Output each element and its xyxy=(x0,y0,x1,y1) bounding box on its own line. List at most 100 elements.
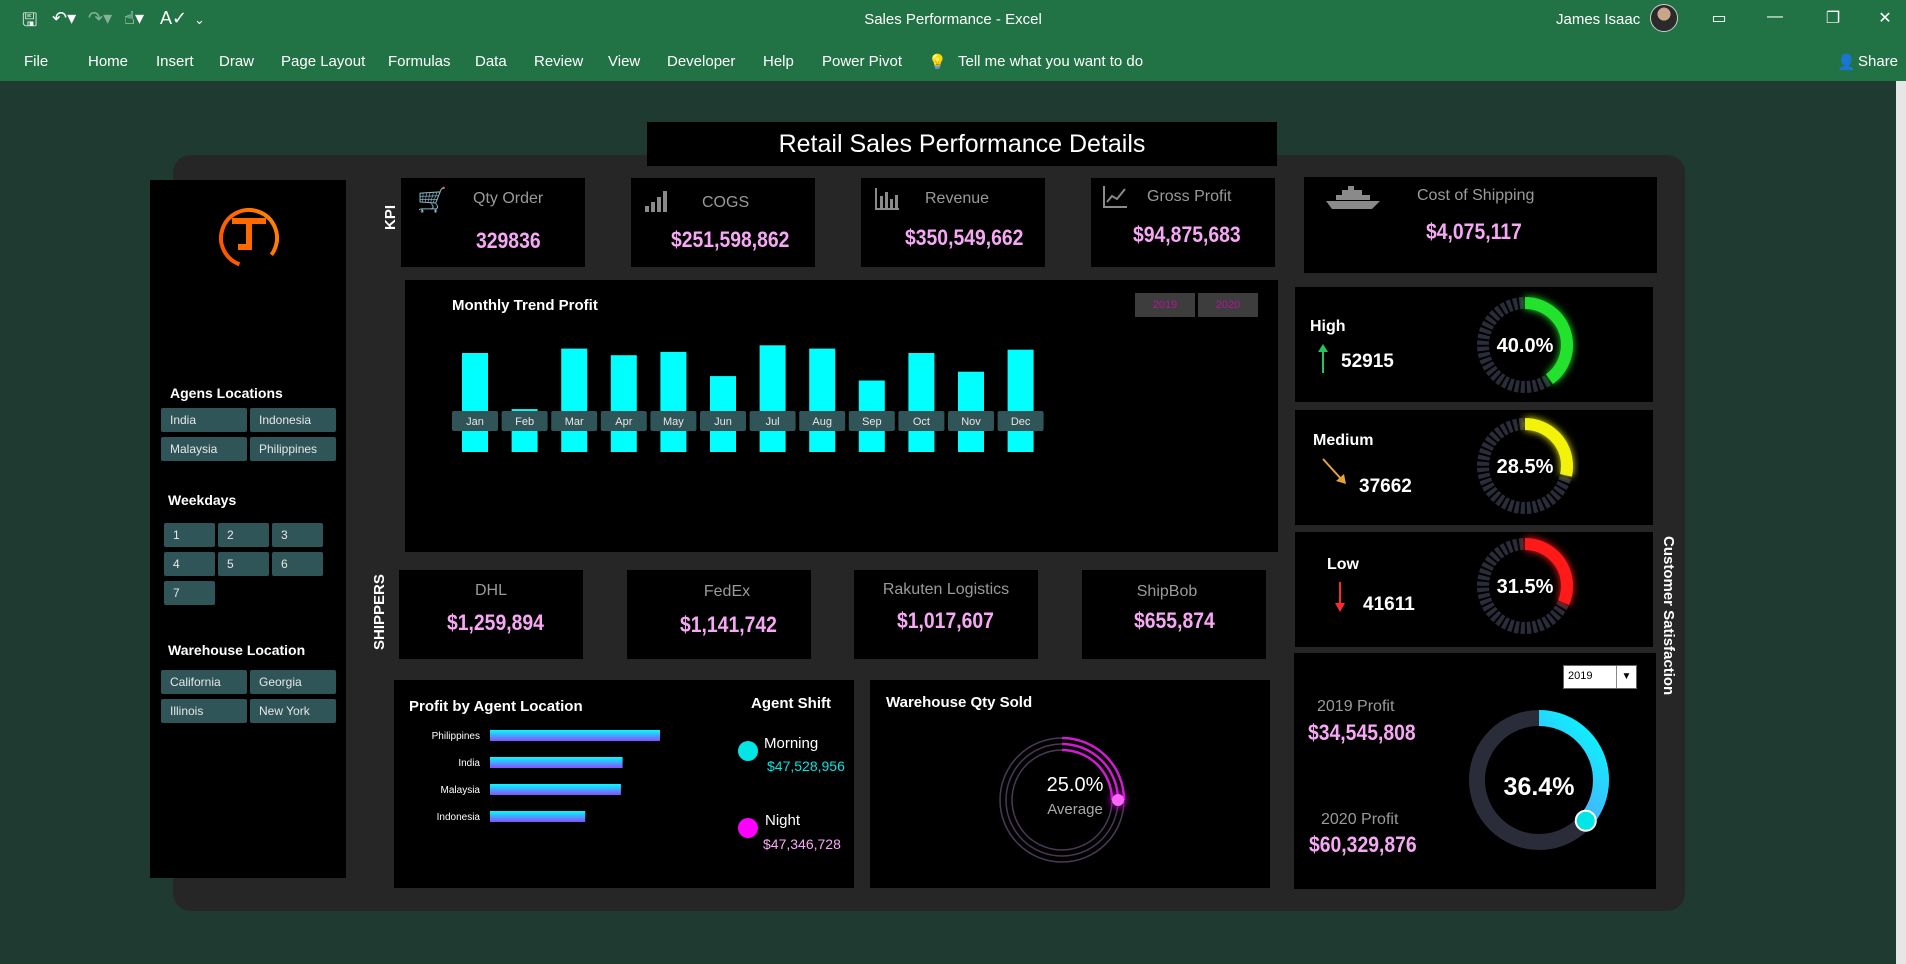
month-label-jan: Jan xyxy=(466,416,484,428)
profit-2020-label: 2020 Profit xyxy=(1321,811,1399,828)
tab-page-layout[interactable]: Page Layout xyxy=(281,53,366,70)
kpi-label-revenue: Revenue xyxy=(925,190,990,207)
kpi-label-gross-profit: Gross Profit xyxy=(1147,188,1232,205)
close-icon[interactable]: ✕ xyxy=(1878,10,1892,27)
slicer-weekday-7[interactable]: 7 xyxy=(164,581,215,605)
warehouse-qty-title: Warehouse Qty Sold xyxy=(886,694,1033,711)
bar-jul xyxy=(759,345,786,452)
chevron-down-icon[interactable]: ▼ xyxy=(1616,666,1636,688)
kpi-value-cost-of-shipping: $4,075,117 xyxy=(1426,219,1522,244)
slicer-weekday-2[interactable]: 2 xyxy=(218,523,269,547)
tab-home[interactable]: Home xyxy=(88,53,129,70)
lightbulb-icon: 💡 xyxy=(928,54,947,71)
location-label-malaysia: Malaysia xyxy=(441,785,481,796)
month-label-aug: Aug xyxy=(812,416,832,428)
title-bar: 🖫 ↶▾ ↷▾ ☝▾ A✓ ⌄ Sales Performance - Exce… xyxy=(0,0,1906,40)
share-button[interactable]: Share xyxy=(1858,53,1899,70)
satisfaction-label-high: High xyxy=(1310,318,1346,335)
month-label-sep: Sep xyxy=(862,416,882,428)
slicer-agent-philippines[interactable]: Philippines xyxy=(250,437,336,461)
shipper-value-dhl: $1,259,894 xyxy=(447,610,544,635)
year-button-2019[interactable]: 2019 xyxy=(1135,293,1195,317)
slicer-agent-malaysia[interactable]: Malaysia xyxy=(161,437,247,461)
month-label-box-oct xyxy=(898,411,945,431)
tab-insert[interactable]: Insert xyxy=(156,53,194,70)
tab-formulas[interactable]: Formulas xyxy=(388,53,451,70)
year-select[interactable]: 2019 ▼ xyxy=(1563,665,1637,689)
slicer-warehouse-california[interactable]: California xyxy=(161,670,247,694)
customize-toolbar-icon[interactable]: ⌄ xyxy=(194,12,205,27)
shift-value-morning: $47,528,956 xyxy=(767,758,845,774)
shift-value-night: $47,346,728 xyxy=(763,836,841,852)
slicer-warehouse-new-york[interactable]: New York xyxy=(250,699,336,723)
kpi-label-cogs: COGS xyxy=(702,194,750,211)
tab-developer[interactable]: Developer xyxy=(667,53,736,70)
satisfaction-pct-high: 40.0% xyxy=(1496,335,1554,357)
monthly-trend-chart: Jan Feb Mar Apr May Jun Jul Aug Sep Oct Nov Dec xyxy=(452,345,1044,452)
save-icon[interactable]: 🖫 xyxy=(22,10,38,30)
tab-data[interactable]: Data xyxy=(475,53,507,70)
shipper-value-rakuten: $1,017,607 xyxy=(897,608,994,633)
profit-2019-value: $34,545,808 xyxy=(1308,720,1416,745)
warehouse-qty-gauge xyxy=(998,736,1126,864)
spelling-icon[interactable]: A✓ xyxy=(160,8,188,28)
slicer-agent-india[interactable]: India xyxy=(161,408,247,432)
warehouse-location-title: Warehouse Location xyxy=(168,642,306,658)
tab-draw[interactable]: Draw xyxy=(219,53,255,70)
kpi-label-cost-of-shipping: Cost of Shipping xyxy=(1417,187,1535,204)
month-label-apr: Apr xyxy=(615,416,632,428)
kpi-value-revenue: $350,549,662 xyxy=(905,225,1024,250)
minimize-icon[interactable]: — xyxy=(1767,8,1783,25)
shipper-name-rakuten: Rakuten Logistics xyxy=(882,581,1010,598)
slicer-weekday-3[interactable]: 3 xyxy=(272,523,323,547)
slicer-weekday-4[interactable]: 4 xyxy=(164,552,215,576)
bar-mar xyxy=(561,348,588,452)
ribbon-tabs: File Home Insert Draw Page Layout Formul… xyxy=(0,48,1906,78)
month-label-jun: Jun xyxy=(714,416,732,428)
warehouse-qty-card: Warehouse Qty Sold 25.0% Average xyxy=(870,680,1270,888)
satisfaction-card-low: Low 41611 31.5% xyxy=(1295,532,1653,647)
vertical-scrollbar[interactable] xyxy=(1896,81,1906,964)
tab-review[interactable]: Review xyxy=(534,53,584,70)
slicer-weekday-5[interactable]: 5 xyxy=(218,552,269,576)
slicer-warehouse-georgia[interactable]: Georgia xyxy=(250,670,336,694)
location-bar-indonesia xyxy=(490,811,586,822)
weekdays-title: Weekdays xyxy=(168,492,237,508)
agent-locations-title: Agens Locations xyxy=(170,385,283,401)
kpi-card-cost-of-shipping: Cost of Shipping $4,075,117 xyxy=(1304,177,1657,273)
redo-icon[interactable]: ↷▾ xyxy=(88,8,113,28)
tab-help[interactable]: Help xyxy=(763,53,794,70)
satisfaction-label-medium: Medium xyxy=(1313,432,1374,449)
slicer-warehouse-illinois[interactable]: Illinois xyxy=(161,699,247,723)
restore-icon[interactable]: ❐ xyxy=(1825,10,1841,27)
user-name[interactable]: James Isaac xyxy=(1556,11,1641,28)
year-button-2020[interactable]: 2020 xyxy=(1198,293,1258,317)
cart-icon: 🛒 xyxy=(417,187,447,214)
gauge-fill-high xyxy=(1477,297,1573,393)
ribbon-display-icon[interactable]: ▭ xyxy=(1711,10,1727,27)
document-title: Sales Performance - Excel xyxy=(864,11,1042,28)
gauge-fill-low xyxy=(1477,538,1573,634)
tell-me-search[interactable]: Tell me what you want to do xyxy=(958,53,1144,70)
tab-view[interactable]: View xyxy=(608,53,641,70)
touch-mode-icon[interactable]: ☝▾ xyxy=(124,8,144,28)
profit-compare-gauge xyxy=(1469,710,1609,850)
tab-power-pivot[interactable]: Power Pivot xyxy=(822,53,903,70)
slicer-weekday-6[interactable]: 6 xyxy=(272,552,323,576)
slicer-agent-indonesia[interactable]: Indonesia xyxy=(250,408,336,432)
location-label-philippines: Philippines xyxy=(432,731,480,742)
month-label-jul: Jul xyxy=(766,416,780,428)
kpi-label-qty-order: Qty Order xyxy=(473,190,544,207)
gauge-medium xyxy=(1477,418,1573,514)
satisfaction-value-high: 52915 xyxy=(1341,351,1394,372)
undo-icon[interactable]: ↶▾ xyxy=(52,8,77,28)
user-avatar[interactable] xyxy=(1650,4,1678,32)
slicer-weekday-1[interactable]: 1 xyxy=(164,523,215,547)
tab-file[interactable]: File xyxy=(24,53,49,70)
share-icon[interactable]: 👤 xyxy=(1837,54,1856,71)
month-label-feb: Feb xyxy=(515,416,534,428)
profit-compare-pct: 36.4% xyxy=(1503,773,1575,801)
profit-by-location-title: Profit by Agent Location xyxy=(409,698,583,715)
month-label-box-may xyxy=(650,411,697,431)
shipper-card-fedex: FedEx $1,141,742 xyxy=(627,570,811,659)
